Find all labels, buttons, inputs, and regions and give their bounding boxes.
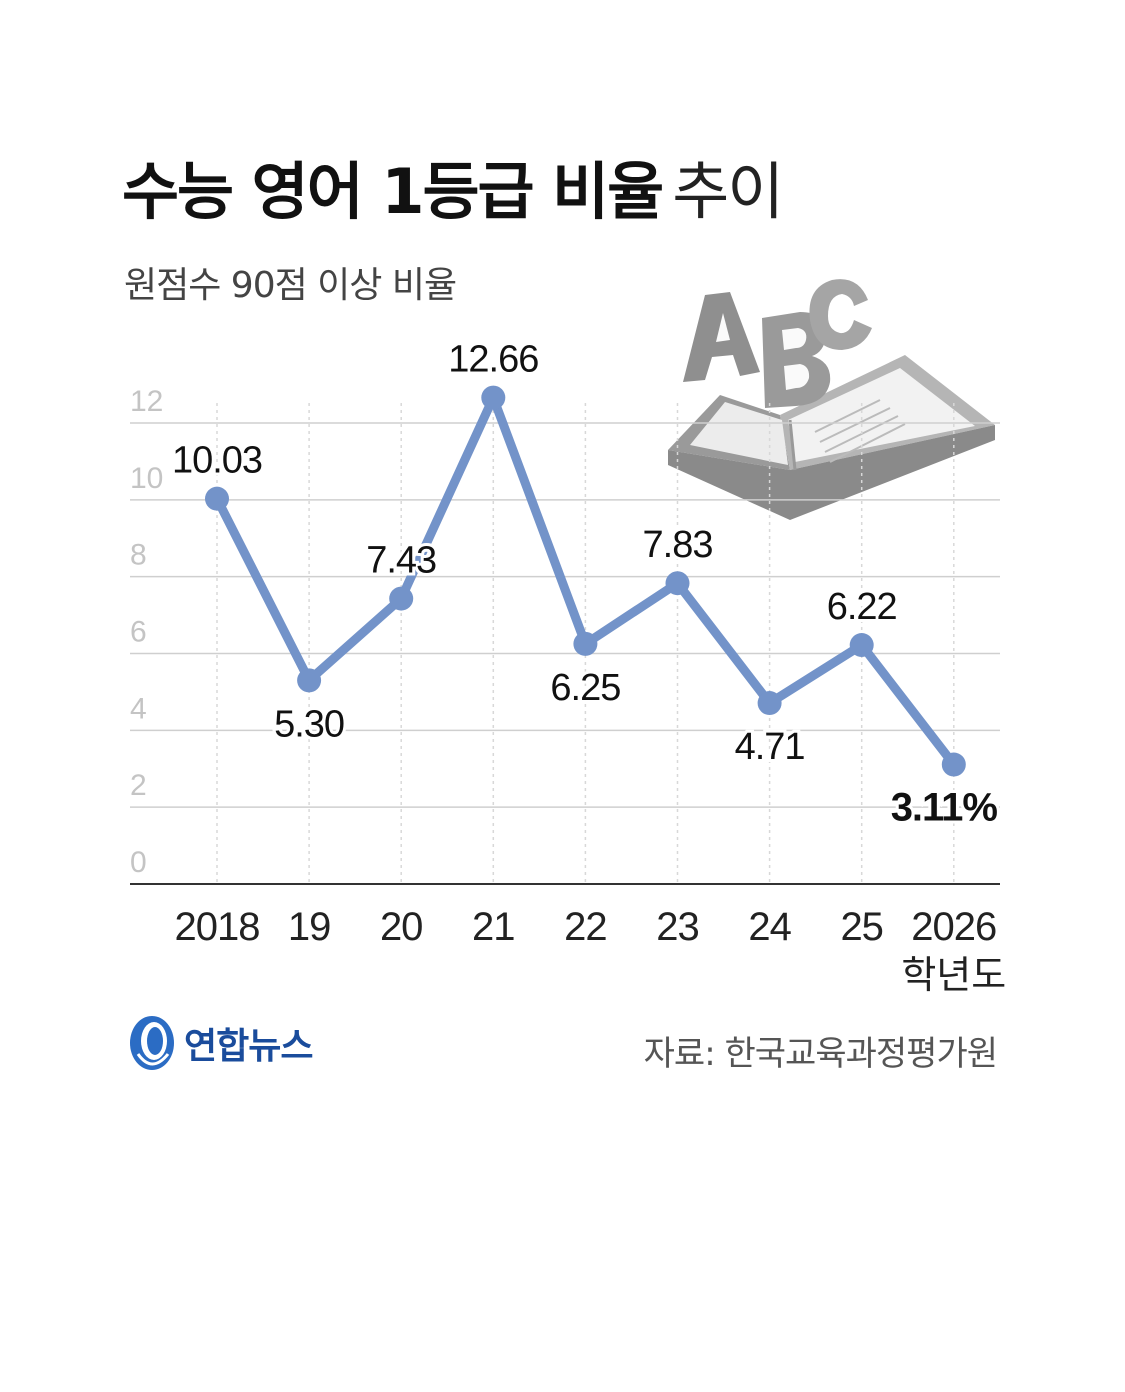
x-tick-label: 23 [656,905,699,949]
letter-a-icon [683,292,760,382]
x-tick-label: 21 [472,905,515,949]
data-point [297,668,322,693]
chart-title: 수능 영어 1등급 비율 추이 [122,152,784,232]
y-tick-label: 0 [130,846,147,879]
data-label: 6.22 [827,586,897,628]
x-tick-label: 20 [380,905,423,949]
data-label: 12.66 [448,339,538,381]
data-point [665,571,690,596]
x-tick-label: 2018 [175,905,260,949]
data-label: 3.11% [891,786,998,830]
data-point [205,486,229,511]
yonhap-logo-text: 연합뉴스 [184,1026,313,1067]
data-point [389,586,414,611]
letter-b-icon [762,312,831,408]
data-label: 4.71 [735,726,805,768]
source-note: 자료: 한국교육과정평가원 [643,1034,998,1074]
yonhap-logo: 연합뉴스 [128,1014,313,1072]
y-tick-label: 8 [130,539,147,572]
data-point [849,633,874,658]
y-tick-label: 4 [130,692,147,725]
data-point [757,691,782,716]
data-label: 5.30 [274,703,344,745]
x-tick-label: 22 [564,905,607,949]
x-tick-label: 24 [748,905,791,949]
x-axis-unit-label: 학년도 [901,953,1006,997]
data-label: 7.83 [643,524,713,566]
letter-c-icon [809,279,872,350]
data-label: 7.43 [366,540,436,582]
data-point [941,752,966,777]
data-label: 6.25 [550,667,620,709]
book-icon [668,355,995,520]
data-label: 10.03 [172,440,262,482]
chart-title-main: 수능 영어 1등급 비율 [122,155,664,228]
y-tick-label: 10 [130,462,163,495]
chart-title-suffix: 추이 [672,155,784,228]
y-tick-label: 2 [130,769,147,802]
y-tick-label: 6 [130,616,147,649]
x-tick-label: 19 [288,905,331,949]
data-point [573,631,598,656]
data-point [481,385,506,410]
x-tick-label: 2026 [911,905,996,949]
x-tick-label: 25 [840,905,883,949]
y-tick-label: 12 [130,385,163,418]
yonhap-logo-icon [130,1016,174,1070]
chart-subtitle: 원점수 90점 이상 비율 [124,265,457,306]
